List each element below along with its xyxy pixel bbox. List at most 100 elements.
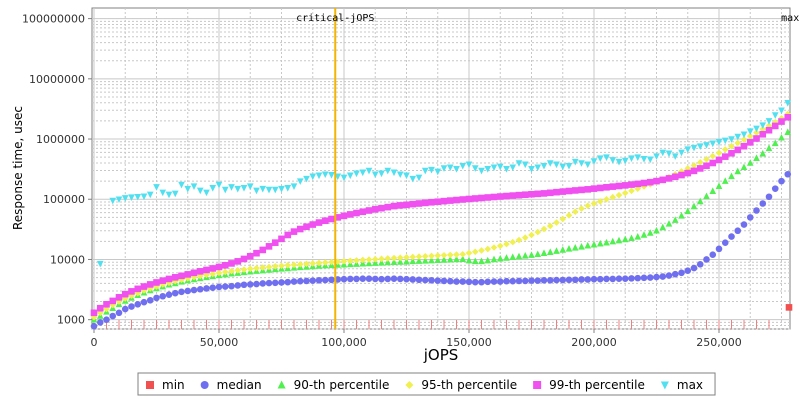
data-point bbox=[271, 279, 279, 287]
data-point bbox=[440, 277, 448, 285]
data-point bbox=[246, 265, 254, 273]
data-point bbox=[271, 239, 279, 246]
data-point bbox=[228, 282, 235, 290]
data-point bbox=[115, 294, 123, 301]
data-point bbox=[503, 277, 510, 285]
data-point bbox=[328, 171, 335, 179]
data-point bbox=[315, 259, 323, 267]
data-point bbox=[571, 158, 579, 166]
data-point bbox=[603, 238, 610, 246]
data-point bbox=[590, 240, 598, 248]
data-point bbox=[665, 175, 673, 182]
data-point bbox=[528, 251, 535, 258]
data-point bbox=[265, 243, 273, 250]
data-point bbox=[759, 149, 767, 157]
x-tick-label: 150,000 bbox=[446, 336, 492, 349]
data-point bbox=[321, 259, 329, 266]
data-point bbox=[715, 156, 723, 164]
legend-label: 90-th percentile bbox=[294, 378, 390, 392]
data-point bbox=[421, 252, 429, 260]
data-point bbox=[565, 276, 573, 284]
data-point bbox=[346, 211, 354, 218]
data-point bbox=[159, 292, 167, 300]
data-point bbox=[115, 196, 123, 204]
data-point bbox=[646, 178, 654, 186]
data-point bbox=[471, 165, 479, 172]
data-point bbox=[253, 264, 260, 272]
data-point bbox=[446, 164, 454, 172]
data-point bbox=[196, 187, 204, 195]
data-point bbox=[703, 162, 710, 170]
data-point bbox=[290, 228, 298, 235]
data-point bbox=[303, 223, 310, 230]
data-point bbox=[409, 257, 417, 265]
data-point bbox=[609, 275, 617, 283]
data-point bbox=[728, 149, 735, 157]
data-point bbox=[396, 254, 404, 261]
data-point bbox=[690, 162, 698, 169]
data-point bbox=[721, 153, 729, 160]
data-point bbox=[665, 220, 673, 227]
data-point bbox=[396, 202, 404, 209]
data-point bbox=[621, 235, 629, 243]
data-point bbox=[653, 273, 660, 281]
y-tick-label: 1000 bbox=[57, 314, 85, 327]
data-point bbox=[671, 216, 679, 223]
y-axis-ticks: 1000 10000 100000 1000000 10000000 100000000 bbox=[22, 13, 92, 327]
data-point bbox=[315, 172, 323, 180]
data-point bbox=[384, 203, 392, 211]
data-point bbox=[153, 294, 160, 302]
data-point bbox=[653, 226, 660, 234]
data-point bbox=[703, 142, 710, 149]
data-point bbox=[528, 166, 535, 173]
data-point bbox=[459, 162, 467, 170]
data-point bbox=[553, 161, 560, 169]
data-point bbox=[778, 118, 785, 125]
data-point bbox=[353, 170, 360, 178]
data-point bbox=[346, 172, 354, 180]
data-point bbox=[409, 175, 417, 183]
data-point bbox=[459, 255, 467, 262]
legend-box bbox=[137, 372, 716, 396]
data-point bbox=[628, 234, 635, 242]
data-point bbox=[109, 301, 117, 309]
legend-label: 99-th percentile bbox=[549, 378, 645, 392]
data-point bbox=[759, 125, 767, 133]
data-point bbox=[703, 256, 710, 263]
data-point bbox=[509, 238, 517, 246]
data-point bbox=[140, 298, 148, 306]
data-point bbox=[378, 275, 385, 283]
data-point bbox=[415, 253, 423, 260]
data-point bbox=[409, 200, 417, 208]
data-point bbox=[728, 172, 735, 180]
data-point bbox=[371, 259, 379, 266]
legend-swatch bbox=[405, 381, 414, 389]
data-point bbox=[671, 270, 679, 278]
data-point bbox=[384, 255, 392, 262]
data-point bbox=[609, 193, 617, 201]
data-point bbox=[621, 182, 629, 189]
data-point bbox=[321, 276, 329, 284]
data-point bbox=[96, 319, 104, 326]
data-point bbox=[765, 118, 773, 125]
legend-item: min bbox=[146, 378, 185, 392]
data-point bbox=[421, 167, 429, 175]
data-point bbox=[659, 223, 667, 231]
data-point bbox=[215, 181, 223, 189]
data-point bbox=[646, 156, 654, 164]
data-point bbox=[746, 128, 754, 135]
series-90-th-percentile bbox=[90, 128, 792, 323]
y-tick-label: 1000000 bbox=[36, 133, 85, 146]
data-point bbox=[596, 275, 604, 283]
data-point bbox=[365, 207, 373, 214]
data-point bbox=[390, 258, 398, 266]
data-point bbox=[440, 165, 448, 172]
data-point bbox=[403, 254, 410, 261]
data-point bbox=[765, 126, 773, 134]
data-point bbox=[365, 259, 373, 267]
data-point bbox=[303, 175, 310, 183]
data-point bbox=[584, 276, 592, 283]
data-point bbox=[228, 267, 235, 275]
data-point bbox=[521, 161, 529, 169]
series-median bbox=[90, 170, 792, 330]
